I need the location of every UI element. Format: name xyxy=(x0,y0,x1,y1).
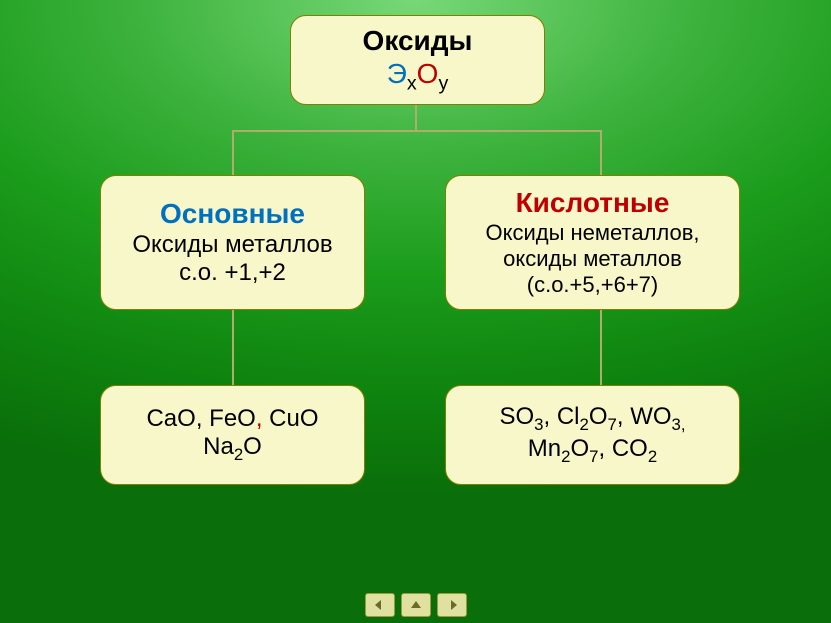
next-button[interactable] xyxy=(437,593,467,617)
acidic-examples-line1: SO3, Cl2O7, WO3, xyxy=(499,403,685,435)
acidic-line3: оксиды металлов xyxy=(503,246,682,272)
acidic-line2: Оксиды неметаллов, xyxy=(485,220,699,246)
basic-line3: с.о. +1,+2 xyxy=(179,259,286,288)
basic-head: Основные xyxy=(160,197,305,231)
connector xyxy=(232,130,602,132)
basic-examples-line2: Na2O xyxy=(203,433,262,465)
connector xyxy=(232,310,234,385)
node-basic-oxides: Основные Оксиды металлов с.о. +1,+2 xyxy=(100,175,365,310)
root-formula: ЭxОy xyxy=(387,57,449,96)
connector xyxy=(232,130,234,175)
connector xyxy=(600,130,602,175)
node-acidic-examples: SO3, Cl2O7, WO3, Mn2O7, CO2 xyxy=(445,385,740,485)
home-button[interactable] xyxy=(401,593,431,617)
arrow-right-icon xyxy=(445,599,459,611)
node-basic-examples: CaO, FeO, CuO Na2O xyxy=(100,385,365,485)
acidic-examples-line2: Mn2O7, CO2 xyxy=(528,435,657,467)
arrow-left-icon xyxy=(373,599,387,611)
basic-examples-line1: CaO, FeO, CuO xyxy=(146,405,318,434)
connector xyxy=(600,310,602,385)
root-node-oxides: Оксиды ЭxОy xyxy=(290,15,545,105)
acidic-head: Кислотные xyxy=(516,186,670,220)
acidic-line4: (с.о.+5,+6+7) xyxy=(527,272,658,298)
node-acidic-oxides: Кислотные Оксиды неметаллов, оксиды мета… xyxy=(445,175,740,310)
arrow-up-icon xyxy=(409,599,423,611)
prev-button[interactable] xyxy=(365,593,395,617)
root-title: Оксиды xyxy=(363,24,473,58)
slide-nav xyxy=(365,593,467,617)
connector xyxy=(415,105,417,130)
basic-line2: Оксиды металлов xyxy=(132,231,332,260)
